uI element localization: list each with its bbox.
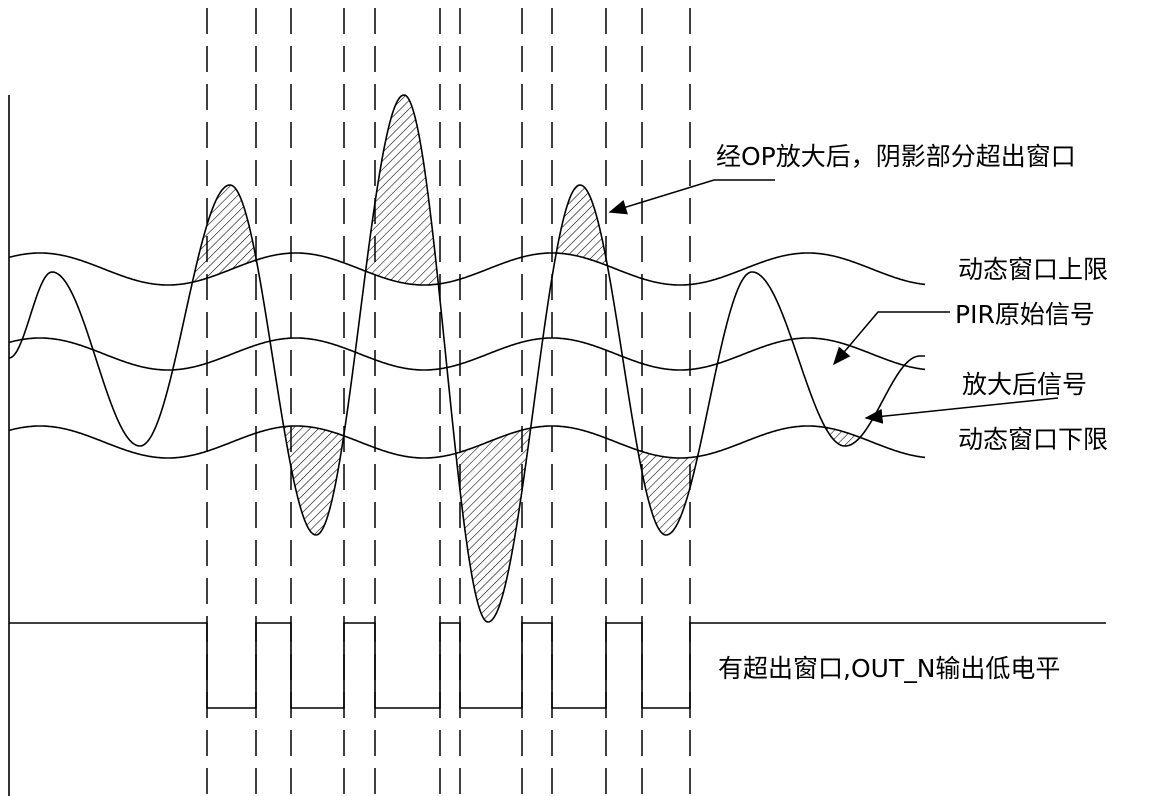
exceed-upper-hatch — [9, 95, 925, 285]
output-note-label: 有超出窗口,OUT_N输出低电平 — [718, 654, 1060, 683]
amplified-signal-label: 放大后信号 — [962, 370, 1087, 399]
shaded-note-label: 经OP放大后，阴影部分超出窗口 — [716, 142, 1076, 171]
shaded-note-leader — [608, 179, 775, 215]
pir-signal-leader — [833, 311, 950, 366]
upper-limit-label: 动态窗口上限 — [958, 255, 1108, 284]
lower-limit-label: 动态窗口下限 — [958, 425, 1108, 454]
pir-signal-label: PIR原始信号 — [955, 300, 1095, 329]
amplified-signal-leader — [864, 397, 1059, 424]
lower-limit-curve — [8, 425, 926, 459]
pir-original-curve — [8, 337, 926, 371]
upper-limit-curve — [8, 252, 926, 286]
out-n-pulse-train — [9, 622, 1106, 709]
amplified-signal-curve — [8, 94, 925, 623]
